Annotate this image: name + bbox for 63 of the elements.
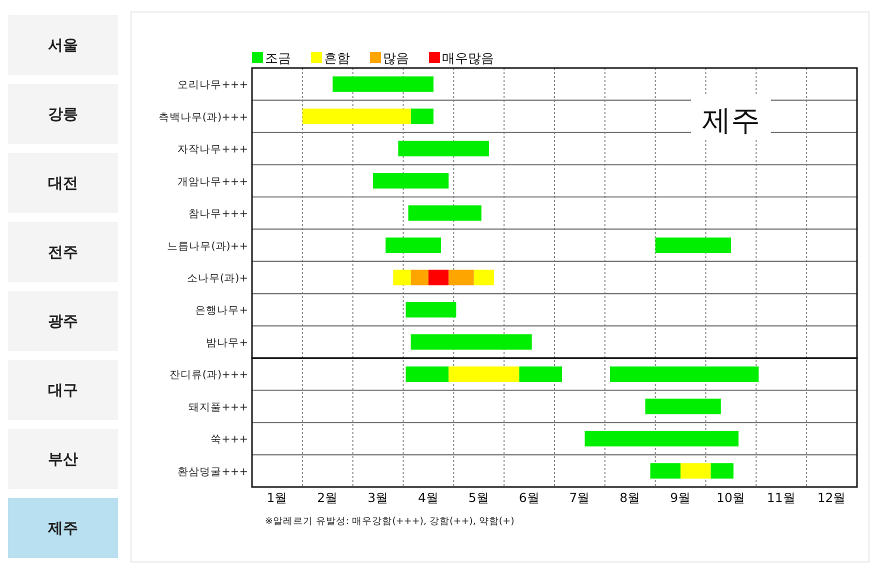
bar <box>386 238 442 254</box>
bar <box>410 334 532 350</box>
bar <box>610 366 759 382</box>
bar <box>302 108 411 124</box>
y-tick-label: 참나무+++ <box>188 208 248 220</box>
text: 대전 <box>48 174 78 192</box>
bar <box>474 270 494 286</box>
text: ※알레르기 유발성: 매우강함(+++), 강함(++), 약함(+) <box>265 516 514 527</box>
text: 광주 <box>48 312 78 330</box>
bar <box>650 463 681 479</box>
bar <box>655 238 731 254</box>
bar <box>332 76 434 92</box>
text: 강릉 <box>48 105 78 123</box>
x-tick-label: 11월 <box>766 490 796 505</box>
text: 전주 <box>48 243 78 261</box>
bar <box>373 173 449 189</box>
bar <box>410 270 428 286</box>
legend-label: 조금 <box>265 52 291 66</box>
x-tick-label: 2월 <box>317 490 338 505</box>
y-tick-label: 돼지풀+++ <box>188 401 248 414</box>
x-tick-label: 1월 <box>266 490 288 505</box>
legend-label: 흔함 <box>324 52 350 66</box>
x-tick-label: 3월 <box>368 490 389 505</box>
y-tick-label: 측백나무(과)+++ <box>158 111 248 124</box>
x-tick-label: 9월 <box>670 490 692 505</box>
text: 제주 <box>702 103 760 137</box>
y-tick-label: 느릅나무(과)++ <box>167 240 248 252</box>
bar <box>393 270 411 286</box>
x-tick-label: 6월 <box>518 490 540 505</box>
legend-label: 매우많음 <box>442 52 494 66</box>
bar <box>408 205 482 221</box>
x-tick-label: 12월 <box>817 490 846 505</box>
bar <box>680 463 711 479</box>
text: 서울 <box>48 36 78 54</box>
y-tick-label: 잔디류(과)+++ <box>169 369 248 382</box>
x-tick-label: 5월 <box>468 490 490 505</box>
legend-label: 많음 <box>383 52 409 66</box>
y-tick-label: 쑥+++ <box>210 434 248 446</box>
bar <box>645 398 721 414</box>
bar <box>710 463 734 479</box>
text: 제주 <box>47 519 78 537</box>
bar <box>398 140 489 156</box>
bar <box>448 366 520 382</box>
y-tick-label: 소나무(과)+ <box>187 272 248 284</box>
y-tick-label: 환삼덩굴+++ <box>178 466 248 478</box>
y-tick-label: 개암나무+++ <box>178 176 248 188</box>
text: 부산 <box>48 450 78 468</box>
bar <box>410 108 434 124</box>
bar <box>584 430 739 446</box>
x-tick-label: 7월 <box>569 490 590 505</box>
x-tick-label: 8월 <box>620 490 641 505</box>
y-tick-label: 은행나무+ <box>195 304 248 317</box>
x-tick-label: 10월 <box>716 490 746 505</box>
y-tick-label: 자작나무+++ <box>178 144 248 156</box>
text: 대구 <box>48 381 78 399</box>
x-tick-label: 4월 <box>418 490 439 505</box>
bar <box>428 270 449 286</box>
bar <box>406 302 456 318</box>
bar <box>448 270 474 286</box>
y-tick-label: 오리나무+++ <box>178 79 248 92</box>
bar <box>406 366 449 382</box>
y-tick-label: 밤나무+ <box>206 336 248 349</box>
bar <box>519 366 562 382</box>
